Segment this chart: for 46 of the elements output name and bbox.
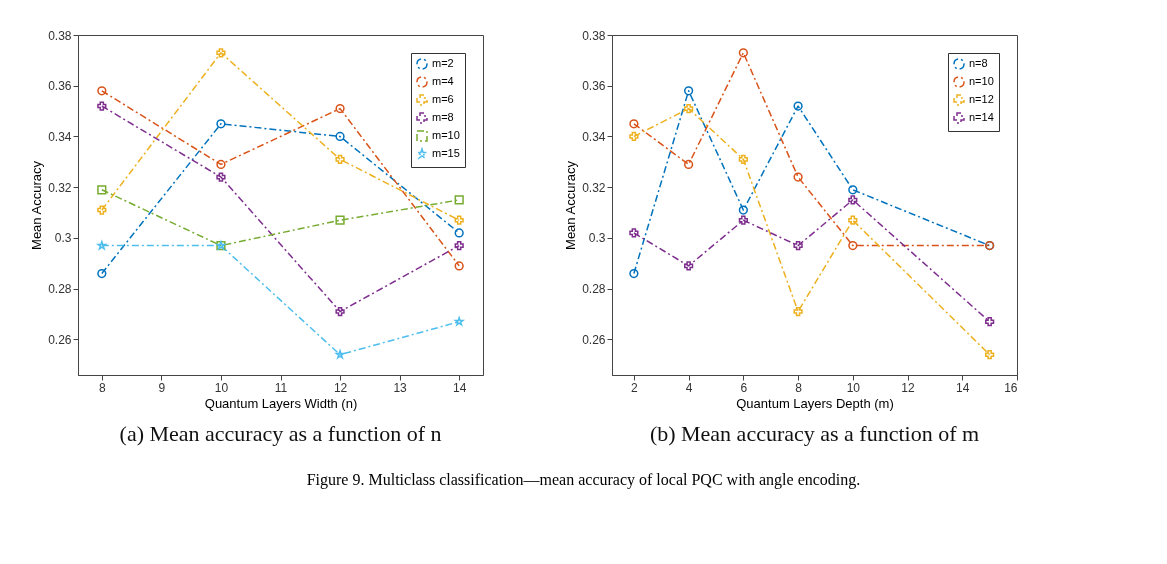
y-tick-label: 0.26 — [48, 332, 72, 347]
y-axis-title: Mean Accuracy — [29, 160, 45, 250]
legend-label: n=10 — [969, 75, 994, 87]
legend-label: m=15 — [432, 147, 460, 159]
x-tick-label: 14 — [956, 380, 970, 395]
x-tick-label: 11 — [274, 380, 288, 395]
legend-label: n=8 — [969, 57, 988, 69]
y-tick-label: 0.32 — [582, 180, 606, 195]
x-axis-title: Quantum Layers Depth (m) — [736, 395, 894, 411]
legend-label: m=2 — [432, 57, 454, 69]
x-tick-label: 10 — [214, 380, 229, 395]
x-tick-label: 4 — [685, 380, 693, 395]
x-tick-label: 10 — [846, 380, 861, 395]
y-tick-label: 0.38 — [48, 28, 72, 43]
y-tick-label: 0.36 — [582, 79, 606, 94]
x-tick-label: 9 — [158, 380, 166, 395]
y-tick-label: 0.32 — [48, 180, 72, 195]
y-tick-label: 0.3 — [588, 231, 606, 246]
legend-label: m=4 — [432, 75, 454, 87]
legend-label: m=10 — [432, 129, 460, 141]
x-tick-label: 12 — [901, 380, 916, 395]
x-tick-label: 12 — [333, 380, 348, 395]
legend-label: n=12 — [969, 93, 994, 105]
y-tick-label: 0.36 — [48, 79, 72, 94]
x-tick-label: 16 — [1004, 380, 1018, 395]
x-axis-title: Quantum Layers Width (n) — [204, 395, 358, 411]
legend-label: n=14 — [969, 111, 994, 123]
text: (a) Mean accuracy as a function of n — [119, 421, 442, 446]
y-tick-label: 0.38 — [582, 28, 606, 43]
y-tick-label: 0.26 — [582, 332, 606, 347]
y-axis-title: Mean Accuracy — [563, 160, 579, 250]
x-tick-label: 13 — [393, 380, 408, 395]
x-tick-label: 8 — [98, 380, 106, 395]
x-tick-label: 2 — [631, 380, 639, 395]
x-tick-label: 14 — [453, 380, 467, 395]
y-tick-label: 0.28 — [48, 282, 72, 297]
legend-label: m=8 — [432, 111, 454, 123]
y-tick-label: 0.34 — [582, 129, 606, 144]
y-tick-label: 0.3 — [54, 231, 72, 246]
y-tick-label: 0.34 — [48, 129, 72, 144]
caption: Figure 9. Multiclass classification—mean accuracy of local PQC with angle encoding. — [305, 471, 862, 489]
text: (b) Mean accuracy as a function of m — [649, 421, 980, 446]
legend-label: m=6 — [432, 93, 454, 105]
x-tick-label: 6 — [740, 380, 748, 395]
x-tick-label: 8 — [795, 380, 803, 395]
y-tick-label: 0.28 — [582, 282, 606, 297]
